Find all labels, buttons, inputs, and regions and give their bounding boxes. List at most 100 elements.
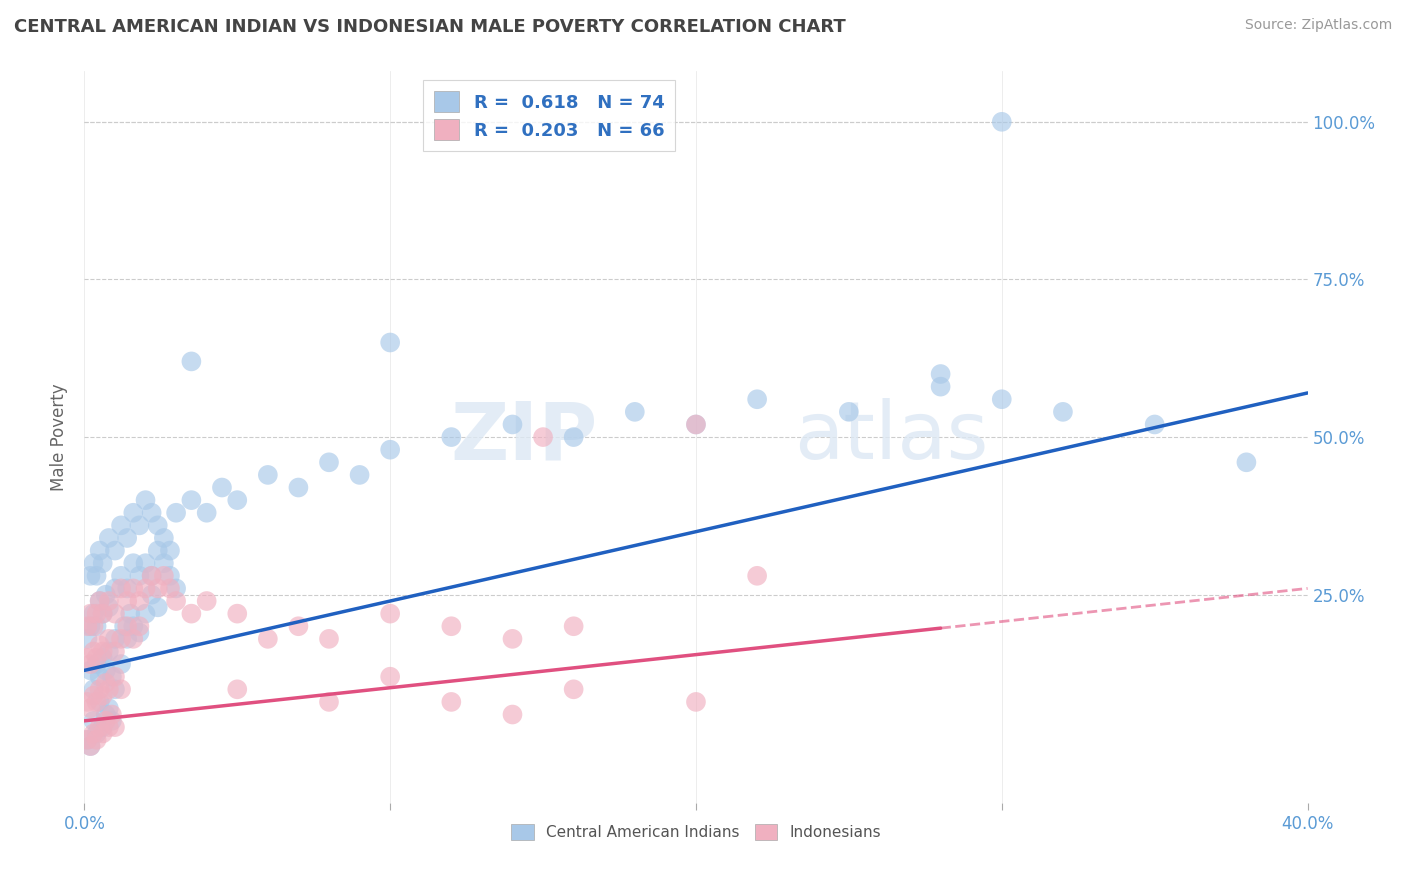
Point (115, 619, 138, 633)
Point (929, 379, 952, 393)
Point (86, 607, 108, 621)
Point (94, 588, 117, 602)
Point (562, 682, 585, 697)
Point (86, 619, 108, 633)
Text: ZIP: ZIP (451, 398, 598, 476)
Point (146, 582, 169, 596)
Point (79, 701, 101, 715)
Point (86, 695, 108, 709)
Point (226, 493, 249, 508)
Point (101, 670, 124, 684)
Point (115, 582, 138, 596)
Point (141, 506, 163, 520)
Point (624, 405, 647, 419)
Y-axis label: Male Poverty: Male Poverty (51, 384, 69, 491)
Point (128, 518, 150, 533)
Point (76, 732, 98, 747)
Point (1143, 417, 1166, 432)
Point (502, 417, 524, 432)
Point (120, 607, 142, 621)
Point (122, 506, 145, 520)
Text: Source: ZipAtlas.com: Source: ZipAtlas.com (1244, 18, 1392, 32)
Point (128, 619, 150, 633)
Point (1052, 405, 1074, 419)
Point (135, 556, 157, 570)
Point (318, 455, 340, 469)
Point (211, 481, 233, 495)
Point (929, 367, 952, 381)
Point (195, 506, 218, 520)
Point (747, 392, 769, 407)
Point (685, 417, 707, 432)
Point (440, 695, 463, 709)
Point (159, 569, 181, 583)
Point (79, 569, 101, 583)
Point (89, 594, 111, 608)
Point (562, 430, 585, 444)
Point (91, 607, 114, 621)
Point (89, 670, 111, 684)
Point (122, 619, 145, 633)
Point (685, 417, 707, 432)
Point (153, 556, 176, 570)
Point (122, 632, 145, 646)
Point (195, 594, 218, 608)
Point (97, 632, 120, 646)
Point (91, 689, 114, 703)
Point (838, 405, 860, 419)
Point (91, 556, 114, 570)
Point (97, 701, 120, 715)
Point (104, 543, 127, 558)
Point (287, 481, 309, 495)
Point (146, 518, 169, 533)
Point (146, 600, 169, 615)
Text: atlas: atlas (794, 398, 988, 476)
Point (104, 720, 127, 734)
Point (83, 607, 105, 621)
Point (97, 531, 120, 545)
Point (991, 392, 1014, 407)
Point (79, 664, 101, 678)
Point (94, 676, 117, 690)
Point (91, 644, 114, 658)
Point (318, 632, 340, 646)
Point (115, 632, 138, 646)
Point (97, 600, 120, 615)
Point (86, 732, 108, 747)
Point (104, 682, 127, 697)
Point (86, 569, 108, 583)
Point (110, 682, 132, 697)
Point (991, 115, 1014, 129)
Point (110, 657, 132, 671)
Point (128, 569, 150, 583)
Point (83, 644, 105, 658)
Point (141, 588, 163, 602)
Point (165, 582, 187, 596)
Point (1236, 455, 1258, 469)
Point (89, 682, 111, 697)
Point (91, 607, 114, 621)
Point (89, 543, 111, 558)
Point (502, 632, 524, 646)
Point (94, 714, 117, 728)
Point (562, 619, 585, 633)
Point (86, 650, 108, 665)
Point (257, 632, 280, 646)
Point (257, 467, 280, 482)
Point (180, 354, 202, 368)
Point (76, 650, 98, 665)
Point (380, 335, 402, 350)
Point (76, 695, 98, 709)
Point (94, 664, 117, 678)
Point (226, 607, 249, 621)
Point (110, 632, 132, 646)
Point (502, 707, 524, 722)
Point (89, 638, 111, 652)
Point (79, 607, 101, 621)
Point (440, 619, 463, 633)
Point (141, 569, 163, 583)
Point (153, 531, 176, 545)
Point (180, 607, 202, 621)
Point (110, 518, 132, 533)
Point (89, 594, 111, 608)
